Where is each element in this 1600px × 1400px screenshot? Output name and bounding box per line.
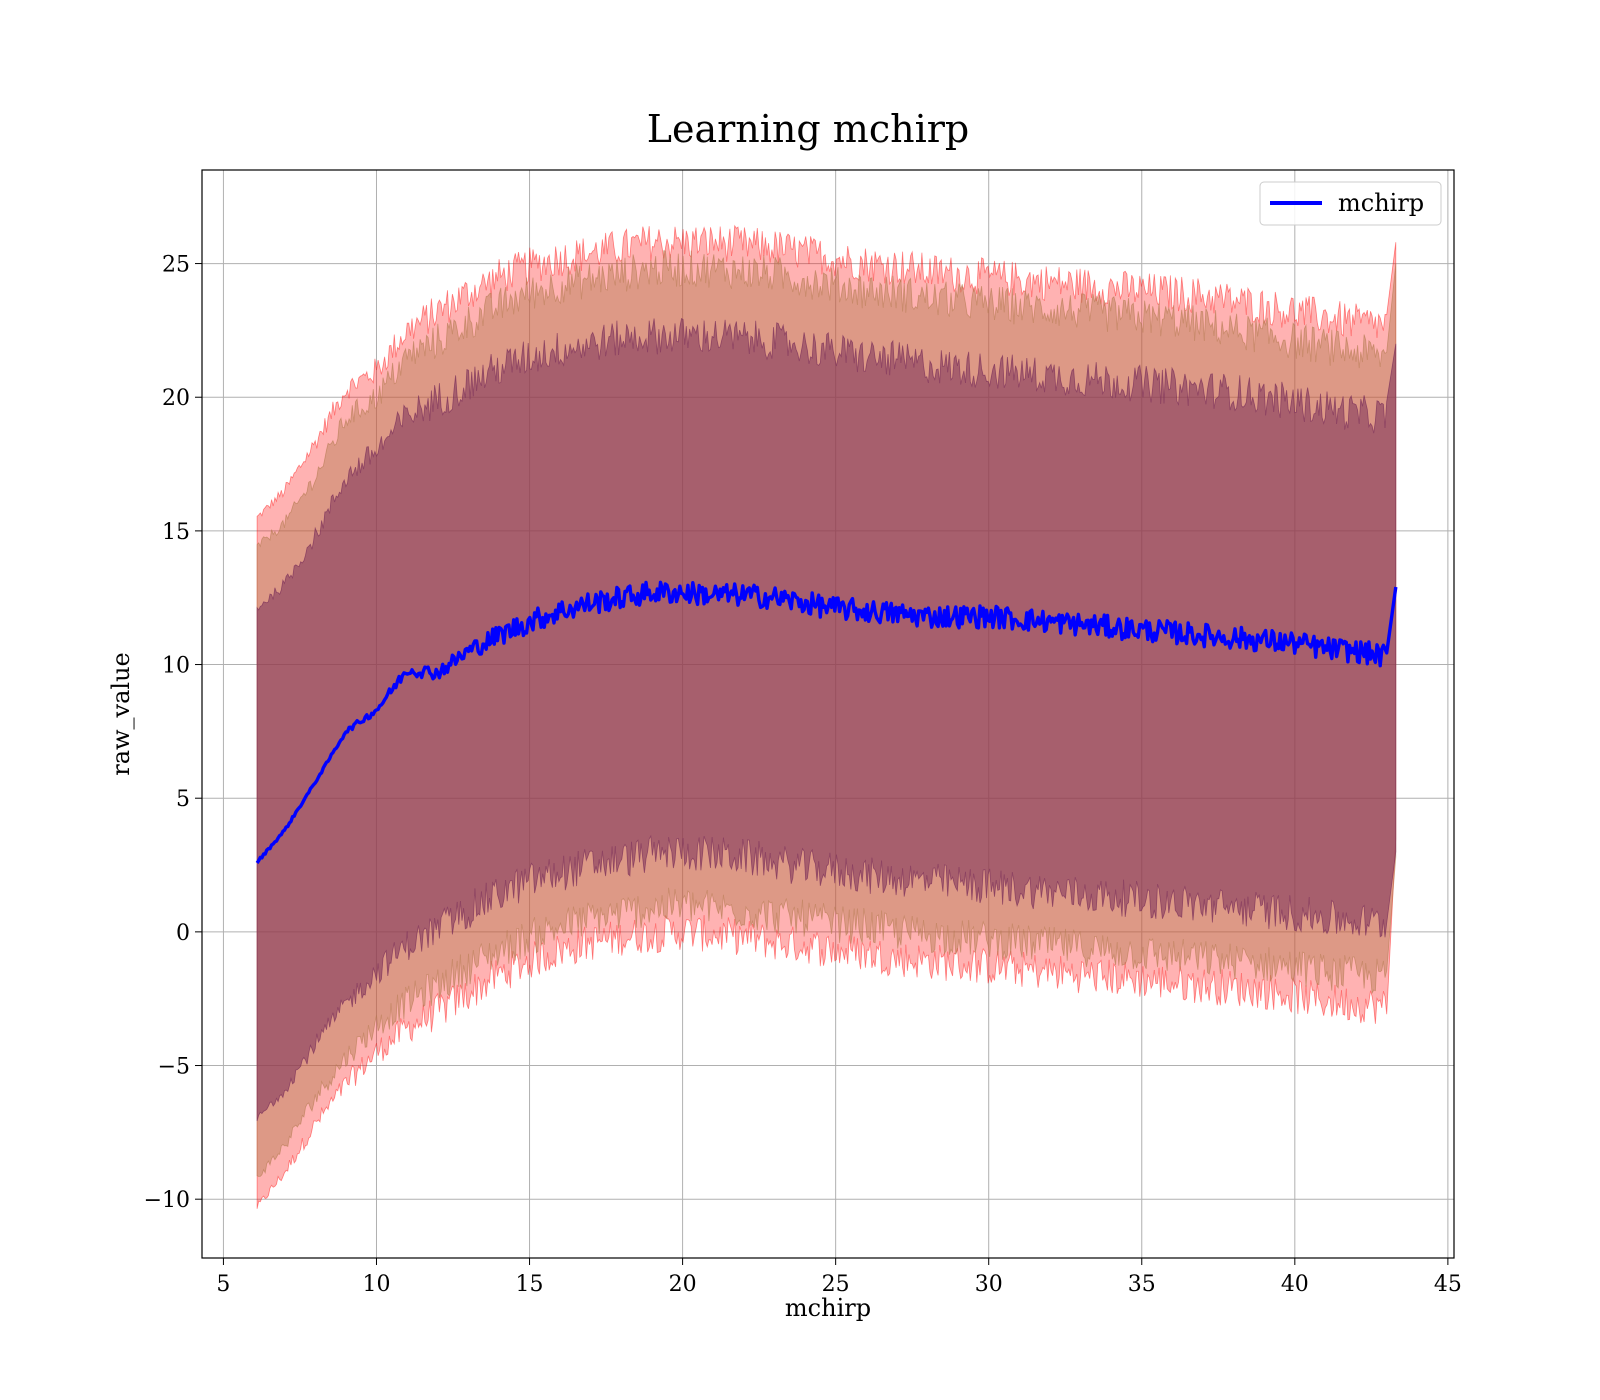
y-tick-label: 20	[162, 386, 190, 411]
x-axis-label: mchirp	[785, 1294, 871, 1322]
x-tick-label: 35	[1128, 1272, 1156, 1297]
x-tick-label: 5	[216, 1272, 230, 1297]
y-tick-label: −5	[158, 1055, 190, 1080]
legend-label-mchirp: mchirp	[1338, 189, 1424, 217]
x-tick-label: 25	[822, 1272, 850, 1297]
y-tick-label: 0	[176, 921, 190, 946]
y-tick-label: −10	[144, 1188, 190, 1213]
y-tick-label: 10	[162, 654, 190, 679]
chart-title: Learning mchirp	[647, 107, 969, 151]
x-tick-label: 40	[1281, 1272, 1309, 1297]
x-tick-label: 30	[975, 1272, 1003, 1297]
y-axis-ticks: −10 −5 0 5 10 15 20 25	[144, 253, 202, 1213]
y-axis-label: raw_value	[107, 652, 135, 776]
legend: mchirp	[1259, 181, 1442, 226]
series-lines	[255, 580, 1398, 864]
bands	[256, 224, 1397, 1209]
x-tick-label: 20	[669, 1272, 697, 1297]
plot-frame	[201, 169, 1455, 1259]
y-tick-label: 25	[162, 253, 190, 278]
band-inner	[256, 317, 1397, 1122]
series-line-mchirp	[255, 580, 1398, 864]
x-tick-label: 45	[1434, 1272, 1462, 1297]
y-tick-label: 15	[162, 520, 190, 545]
x-tick-label: 15	[516, 1272, 544, 1297]
y-tick-label: 5	[176, 787, 190, 812]
legend-box	[1259, 181, 1442, 226]
x-tick-label: 10	[362, 1272, 390, 1297]
x-axis-ticks: 5 10 15 20 25 30 35 40 45	[216, 1258, 1462, 1297]
